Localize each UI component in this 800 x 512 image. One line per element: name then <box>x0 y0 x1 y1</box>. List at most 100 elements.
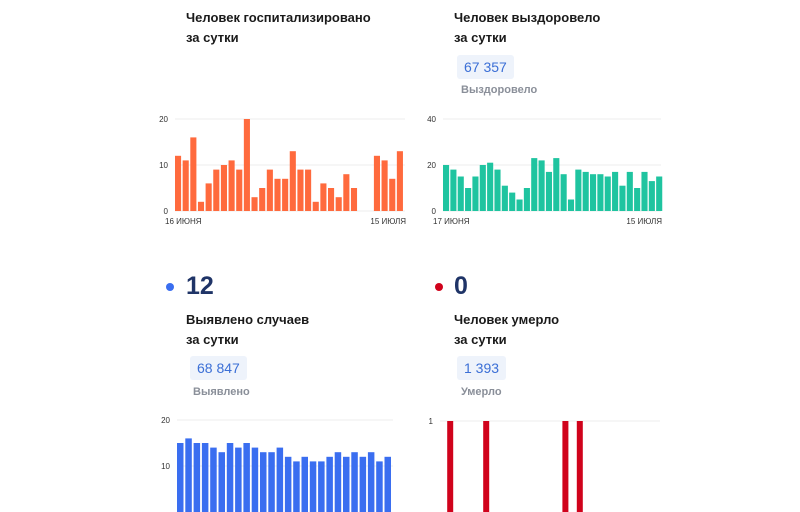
hospitalized-bar <box>328 188 335 211</box>
cases-chart: 10 20 <box>161 416 393 512</box>
hospitalized-bar <box>396 151 403 211</box>
cases-bar <box>226 443 234 512</box>
cases-bar <box>284 456 292 512</box>
cases-bar <box>235 447 242 512</box>
deaths-total-label: Умерло <box>461 386 502 398</box>
cases-bar <box>343 456 350 512</box>
recovered-bar <box>450 169 457 211</box>
cases-title-line2: за сутки <box>186 332 239 347</box>
hospitalized-title: Человек госпитализировано за сутки <box>186 8 371 48</box>
hospitalized-bar <box>259 188 266 211</box>
recovered-ytick-label: 40 <box>427 115 436 124</box>
deaths-bar <box>562 421 569 512</box>
hospitalized-bar <box>274 178 281 211</box>
recovered-bar <box>545 171 552 211</box>
recovered-bar <box>538 160 545 211</box>
cases-bar <box>276 447 284 512</box>
recovered-bar <box>590 174 597 211</box>
hospitalized-bar <box>373 155 380 211</box>
cases-bar <box>376 461 383 512</box>
hospitalized-bar <box>197 201 205 211</box>
hospitalized-bar <box>220 165 227 211</box>
recovered-title: Человек выздоровело за сутки <box>454 8 600 48</box>
cases-total-badge: 68 847 <box>190 356 247 380</box>
hospitalized-bar <box>175 155 182 211</box>
recovered-bar <box>479 165 486 211</box>
cases-ytick-label: 10 <box>161 462 170 471</box>
cases-bar <box>177 443 184 512</box>
recovered-bar <box>523 188 530 211</box>
cases-total-label: Выявлено <box>193 386 250 398</box>
recovered-bar <box>494 169 501 211</box>
hospitalized-ytick-label: 20 <box>159 115 168 124</box>
cases-bar <box>243 443 250 512</box>
cases-bar <box>384 456 391 512</box>
recovered-bar <box>531 158 538 211</box>
cases-bar <box>260 452 267 512</box>
recovered-bar <box>656 176 663 211</box>
hospitalized-x-start-label: 16 ИЮНЯ <box>165 217 202 226</box>
hospitalized-bar <box>182 160 189 211</box>
hospitalized-bar <box>305 169 312 211</box>
cases-dot <box>166 283 174 291</box>
recovered-bar <box>567 199 575 211</box>
recovered-bar <box>597 174 604 211</box>
deaths-title-line1: Человек умерло <box>454 312 560 327</box>
hospitalized-title-line1: Человек госпитализировано <box>186 10 371 25</box>
cases-bar <box>210 447 217 512</box>
deaths-title-line2: за сутки <box>454 332 507 347</box>
recovered-bar <box>582 171 589 211</box>
recovered-bar <box>641 171 648 211</box>
deaths-title: Человек умерло за сутки <box>454 310 559 350</box>
recovered-total-label: Выздоровело <box>461 84 538 96</box>
recovered-bar <box>634 188 641 211</box>
deaths-bar <box>483 421 490 512</box>
hospitalized-bar <box>320 183 327 211</box>
hospitalized-bar <box>213 169 220 211</box>
cases-bar <box>301 456 308 512</box>
recovered-ytick-label: 0 <box>432 207 437 216</box>
cases-title: Выявлено случаев за сутки <box>186 310 309 350</box>
deaths-dot <box>435 283 443 291</box>
deaths-total-badge: 1 393 <box>457 356 507 380</box>
recovered-bar <box>604 176 611 211</box>
recovered-bar <box>465 188 472 211</box>
cases-bar <box>359 456 367 512</box>
hospitalized-bar <box>228 160 235 211</box>
deaths-ytick-label: 1 <box>429 417 434 426</box>
cases-daily-number: 12 <box>186 272 214 300</box>
cases-bar <box>251 447 259 512</box>
hospitalized-bar <box>282 178 289 211</box>
hospitalized-title-line2: за сутки <box>186 30 239 45</box>
hospitalized-bar <box>389 178 396 211</box>
hospitalized-bar <box>190 137 197 211</box>
cases-bar <box>318 461 325 512</box>
recovered-ytick-label: 20 <box>427 161 436 170</box>
recovered-bar <box>619 185 626 211</box>
hospitalized-bar <box>297 169 304 211</box>
cases-bar <box>351 452 358 512</box>
cases-bar <box>367 452 375 512</box>
deaths-chart: 1 <box>429 417 660 512</box>
recovered-bar <box>626 171 633 211</box>
cases-bar <box>201 443 209 512</box>
recovered-bar <box>472 176 479 211</box>
recovered-bar <box>457 176 464 211</box>
recovered-bar <box>487 162 494 211</box>
recovered-bar <box>443 165 450 211</box>
recovered-bar <box>575 169 582 211</box>
recovered-x-end-label: 15 ИЮЛЯ <box>626 217 662 226</box>
cases-bar <box>326 456 333 512</box>
hospitalized-chart: 0 10 20 16 ИЮНЯ 15 ИЮЛЯ <box>159 115 406 226</box>
hospitalized-bar <box>350 188 358 211</box>
hospitalized-bar <box>312 201 319 211</box>
deaths-bar <box>447 421 454 512</box>
recovered-bar <box>516 199 523 211</box>
recovered-bar <box>509 192 516 211</box>
hospitalized-ytick-label: 10 <box>159 161 168 170</box>
deaths-daily-number: 0 <box>454 272 468 300</box>
cases-bar <box>185 438 192 512</box>
cases-ytick-label: 20 <box>161 416 170 425</box>
recovered-x-start-label: 17 ИЮНЯ <box>433 217 470 226</box>
cases-bar <box>293 461 300 512</box>
